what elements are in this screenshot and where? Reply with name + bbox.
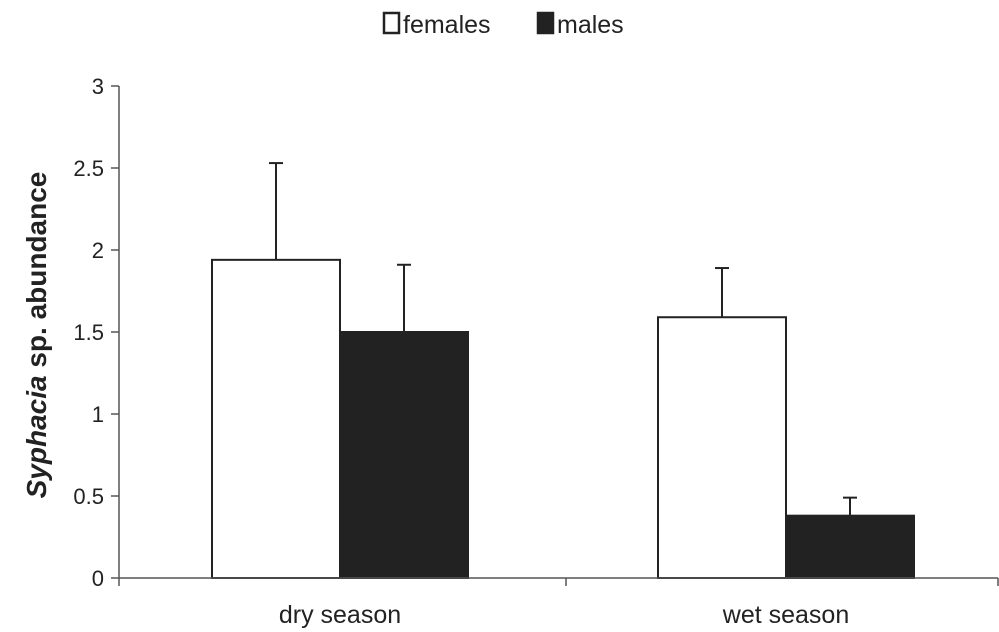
bar-males-wet-season [785, 514, 915, 579]
y-tick-label: 0.5 [73, 484, 104, 509]
legend-label-females: females [403, 11, 491, 39]
y-tick-label: 2.5 [73, 156, 104, 181]
bar-males-dry-season [339, 331, 469, 579]
y-tick-label: 1.5 [73, 320, 104, 345]
bar-females-dry-season [211, 258, 341, 579]
legend-label-males: males [557, 11, 624, 39]
legend-swatch-females [382, 11, 401, 35]
legend: females males [382, 11, 624, 39]
error-bars [269, 162, 857, 516]
y-tick-label: 2 [92, 238, 104, 263]
category-label-dry-season: dry season [279, 601, 401, 629]
y-tick-label: 3 [92, 74, 104, 99]
y-axis-label-italic: Syphacia [21, 375, 52, 498]
bar-females-wet-season [657, 316, 787, 579]
y-axis-ticks: 0 0.5 1 1.5 2 2.5 3 [73, 74, 119, 591]
legend-swatch-males [536, 11, 555, 35]
y-tick-label: 1 [92, 402, 104, 427]
bars [211, 258, 915, 579]
y-axis-label: Syphacia sp. abundance [21, 172, 52, 499]
y-tick-label: 0 [92, 566, 104, 591]
y-axis-label-rest: sp. abundance [21, 172, 52, 376]
category-label-wet-season: wet season [722, 601, 849, 629]
